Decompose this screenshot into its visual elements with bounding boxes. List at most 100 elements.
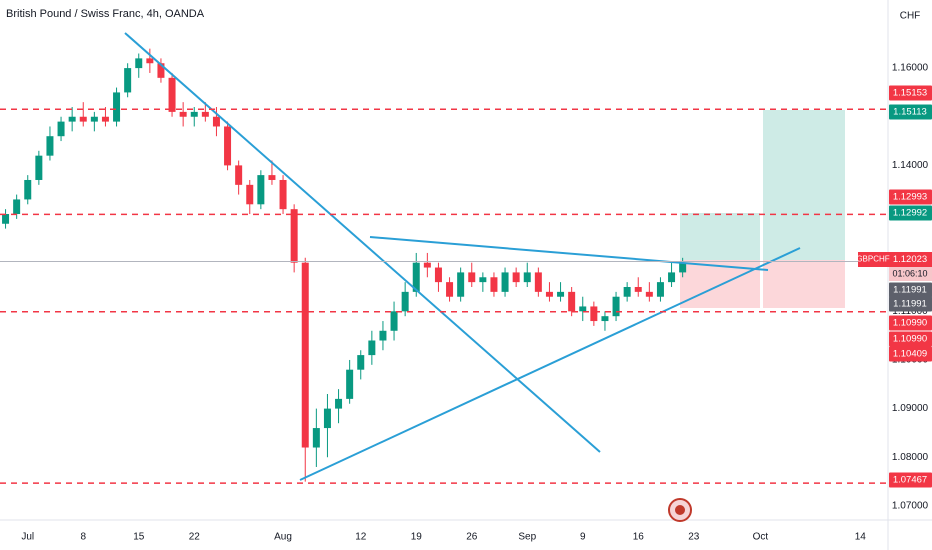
trend-lines (124, 32, 801, 481)
x-tick-label: 15 (133, 532, 145, 543)
x-tick-label: 12 (355, 532, 367, 543)
candle-body (312, 428, 320, 448)
price-label-box (889, 189, 932, 205)
logo (668, 498, 692, 522)
candle-body (335, 398, 343, 409)
price-label-box (889, 331, 932, 347)
candle-body (79, 116, 87, 122)
candle-body (668, 272, 676, 283)
loss-zone (680, 260, 760, 308)
x-tick-label: 14 (855, 532, 867, 543)
candle-body (157, 63, 165, 78)
price-label-box (889, 85, 932, 101)
candle-body (13, 199, 21, 215)
x-tick-label: Aug (274, 532, 292, 543)
candle-body (301, 262, 309, 448)
trend-line (299, 247, 801, 481)
x-tick-label: Jul (21, 532, 34, 543)
loss-zone (763, 260, 845, 308)
price-label: 1.12992 (893, 208, 927, 219)
candle-body (534, 272, 542, 292)
candle-body (290, 209, 298, 263)
candle-body (268, 175, 276, 180)
candle-body (235, 165, 243, 185)
candle-body (423, 262, 431, 268)
candle-body (623, 286, 631, 297)
price-label: 1.10990 (893, 334, 927, 345)
candle-body (368, 340, 376, 356)
candle-body (679, 262, 687, 273)
candle-body (656, 282, 664, 297)
candle-body (357, 355, 365, 370)
profit-zone (680, 213, 760, 260)
x-tick-label: Oct (753, 532, 769, 543)
chart-title: British Pound / Swiss Franc, 4h, OANDA (6, 8, 205, 20)
candle-body (224, 126, 232, 166)
candle-body (545, 291, 553, 297)
candle-body (146, 58, 154, 64)
candle-body (212, 116, 220, 127)
price-label: 1.12993 (893, 192, 927, 203)
price-label-box (889, 472, 932, 488)
candle-body (201, 111, 209, 117)
candle-body (279, 179, 287, 210)
candle-body (168, 77, 176, 112)
y-tick-label: 1.07000 (892, 501, 929, 512)
profit-zone (763, 110, 845, 260)
trend-line (124, 32, 601, 453)
price-label-box (889, 315, 932, 331)
candle-body (35, 155, 43, 180)
candle-body (346, 369, 354, 399)
price-label: 1.07467 (893, 475, 927, 486)
last-price-label: 1.12023 (893, 254, 927, 265)
candle-body (634, 286, 642, 292)
x-tick-label: 19 (411, 532, 423, 543)
price-label: 1.15113 (893, 107, 927, 118)
candle-body (323, 408, 331, 429)
x-tick-label: 9 (580, 532, 586, 543)
y-tick-label: 1.16000 (892, 63, 929, 74)
candle-body (645, 291, 653, 297)
candle-body (601, 316, 609, 322)
y-tick-label: 1.09000 (892, 403, 929, 414)
price-label: 1.10990 (893, 318, 927, 329)
price-label-box (889, 205, 932, 221)
candle-body (68, 116, 76, 122)
candle-body (557, 291, 565, 297)
x-tick-label: 26 (466, 532, 478, 543)
candle-body (24, 179, 32, 200)
last-price-box (858, 252, 932, 267)
candle-body (579, 306, 587, 312)
candle-body (113, 92, 121, 122)
candle-body (379, 330, 387, 341)
y-tick-label: 1.08000 (892, 452, 929, 463)
candle-body (446, 282, 454, 297)
price-label-box (889, 282, 932, 298)
candle-body (590, 306, 598, 322)
candle-body (135, 58, 143, 69)
price-label: 1.11991 (893, 285, 927, 296)
price-label: 1.10409 (893, 349, 927, 360)
x-tick-label: 23 (688, 532, 700, 543)
candle-body (457, 272, 465, 297)
logo-dot (675, 505, 685, 515)
candle-body (468, 272, 476, 283)
candle-body (568, 291, 576, 312)
candle-body (523, 272, 531, 283)
y-tick-label: 1.14000 (892, 160, 929, 171)
candle-body (179, 111, 187, 117)
candle-body (124, 68, 132, 93)
candle-body (101, 116, 109, 122)
x-tick-label: 16 (633, 532, 645, 543)
position-tool (680, 110, 845, 308)
price-label-box (889, 346, 932, 362)
candle-body (190, 111, 198, 117)
candle-body (479, 277, 487, 283)
candle-body (46, 136, 54, 156)
candle-body (412, 262, 420, 292)
price-label: 1.11991 (893, 299, 927, 310)
symbol-label: GBPCHF (856, 255, 889, 264)
countdown-box (889, 267, 932, 281)
